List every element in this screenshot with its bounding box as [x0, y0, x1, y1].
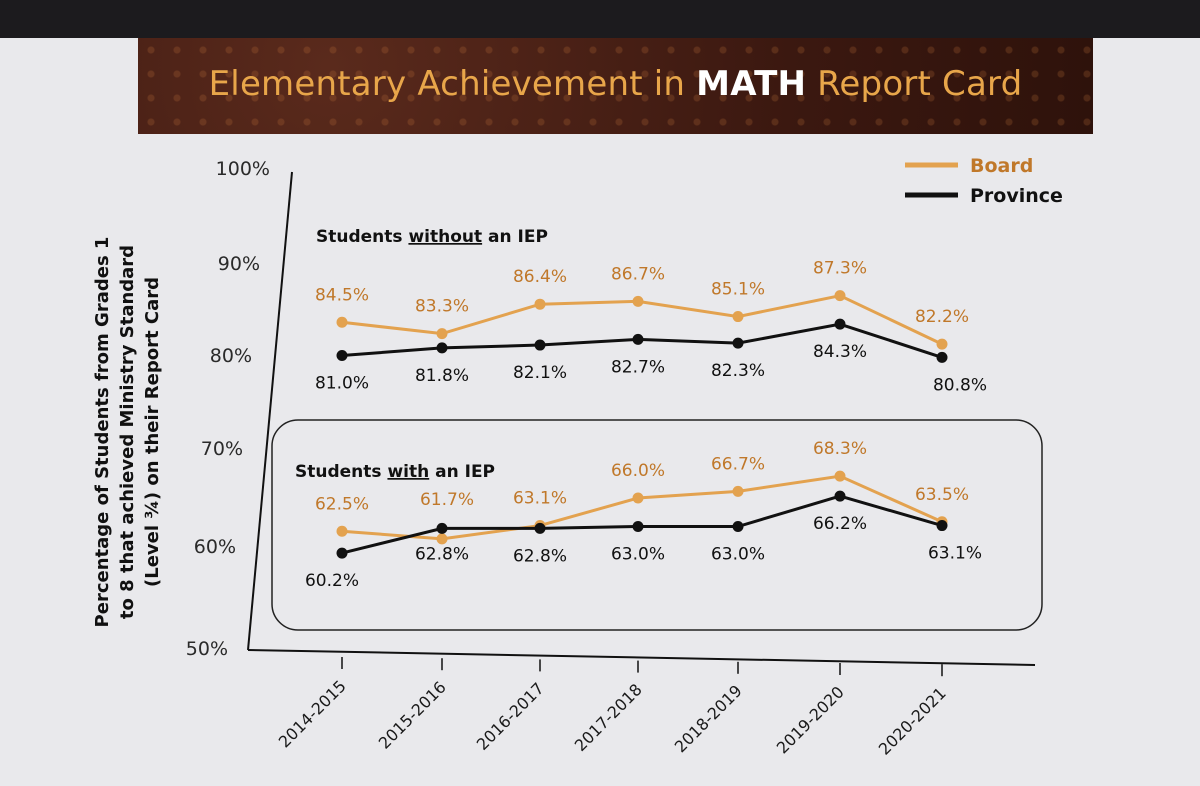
data-label-board: 66.0%: [611, 461, 665, 481]
data-label-board: 61.7%: [420, 490, 474, 510]
y-tick-label: 70%: [201, 438, 243, 460]
data-label-province: 84.3%: [813, 342, 867, 362]
y-axis-title-line: (Level ¾) on their Report Card: [142, 277, 163, 587]
group-label-part: an IEP: [482, 227, 548, 247]
legend-label-board: Board: [970, 155, 1033, 177]
data-label-board: 85.1%: [711, 280, 765, 300]
data-point-board: [336, 316, 348, 328]
title-prefix: Elementary Achievement in: [208, 64, 697, 104]
group-label-part: with: [387, 462, 429, 482]
y-axis: [247, 171, 293, 651]
data-label-province: 81.8%: [415, 366, 469, 386]
data-label-province: 63.0%: [711, 545, 765, 565]
data-label-board: 86.4%: [513, 267, 567, 287]
data-label-board: 87.3%: [813, 259, 867, 279]
data-label-board: 86.7%: [611, 264, 665, 284]
data-label-province: 82.3%: [711, 361, 765, 381]
data-point-board: [336, 525, 348, 537]
y-axis-title: Percentage of Students from Grades 1 to 8…: [92, 237, 163, 628]
data-label-board: 82.2%: [915, 307, 969, 327]
x-tick-label: 2015-2016: [375, 678, 450, 753]
data-label-board: 84.5%: [315, 285, 369, 305]
y-tick-label: 80%: [210, 345, 252, 367]
data-point-province: [834, 318, 846, 330]
group-label-part: an IEP: [429, 462, 495, 482]
data-label-province: 62.8%: [415, 544, 469, 564]
data-point-province: [336, 350, 348, 361]
group-label-part: without: [408, 227, 482, 247]
group-label: Students with an IEP: [295, 462, 495, 482]
data-label-board: 68.3%: [813, 439, 867, 459]
data-label-board: 63.1%: [513, 489, 567, 509]
data-point-board: [732, 485, 744, 497]
title-emphasis: MATH: [696, 64, 807, 104]
data-point-board: [436, 328, 448, 340]
y-tick-label: 100%: [216, 158, 270, 180]
data-label-province: 80.8%: [933, 375, 987, 395]
data-point-province: [732, 521, 744, 532]
x-tick-label: 2018-2019: [671, 681, 746, 756]
banner-pattern: [138, 38, 1093, 134]
data-point-province: [336, 547, 348, 559]
data-point-province: [436, 342, 448, 354]
x-tick-label: 2016-2017: [473, 679, 548, 754]
x-tick-label: 2017-2018: [571, 680, 646, 755]
data-point-province: [632, 521, 644, 532]
data-label-province: 82.1%: [513, 363, 567, 383]
data-point-province: [936, 520, 948, 532]
group-label-part: Students: [295, 462, 387, 482]
data-label-province: 66.2%: [813, 514, 867, 534]
data-point-board: [436, 533, 448, 545]
data-point-province: [632, 333, 644, 345]
data-label-province: 82.7%: [611, 357, 665, 377]
data-point-province: [534, 339, 546, 351]
data-label-province: 60.2%: [305, 571, 359, 591]
data-point-province: [436, 522, 448, 534]
x-tick-label: 2020-2021: [875, 684, 950, 759]
data-label-province: 63.1%: [928, 544, 982, 564]
data-point-province: [834, 490, 846, 502]
y-axis-title-line: Percentage of Students from Grades 1: [92, 237, 113, 628]
data-point-board: [632, 492, 644, 504]
data-point-province: [732, 337, 744, 349]
data-point-board: [834, 470, 846, 482]
y-axis-title-line: to 8 that achieved Ministry Standard: [117, 245, 138, 619]
data-point-board: [534, 298, 546, 310]
title-banner: Elementary Achievement in MATH Report Ca…: [138, 38, 1093, 134]
data-label-board: 62.5%: [315, 494, 369, 514]
data-point-board: [632, 295, 644, 307]
y-tick-label: 60%: [194, 536, 236, 558]
slide-background: Elementary Achievement in MATH Report Ca…: [0, 38, 1200, 786]
data-label-province: 62.8%: [513, 546, 567, 566]
group-label: Students without an IEP: [316, 227, 548, 247]
data-label-board: 66.7%: [711, 454, 765, 474]
data-label-province: 63.0%: [611, 545, 665, 565]
x-axis: [247, 649, 1036, 666]
legend-label-province: Province: [970, 185, 1063, 207]
title-suffix: Report Card: [806, 64, 1023, 104]
data-label-province: 81.0%: [315, 374, 369, 394]
iep-group-box: [271, 419, 1043, 631]
group-label-part: Students: [316, 227, 408, 247]
data-point-province: [936, 351, 948, 363]
data-point-board: [834, 290, 846, 302]
data-label-board: 63.5%: [915, 485, 969, 505]
y-tick-label: 90%: [218, 253, 260, 275]
slide-title: Elementary Achievement in MATH Report Ca…: [138, 64, 1093, 104]
data-point-province: [534, 522, 546, 534]
x-tick-label: 2019-2020: [773, 682, 848, 757]
y-tick-label: 50%: [186, 638, 228, 660]
data-point-board: [732, 311, 744, 323]
data-point-board: [936, 338, 948, 350]
data-label-board: 83.3%: [415, 297, 469, 317]
x-tick-label: 2014-2015: [275, 676, 350, 751]
